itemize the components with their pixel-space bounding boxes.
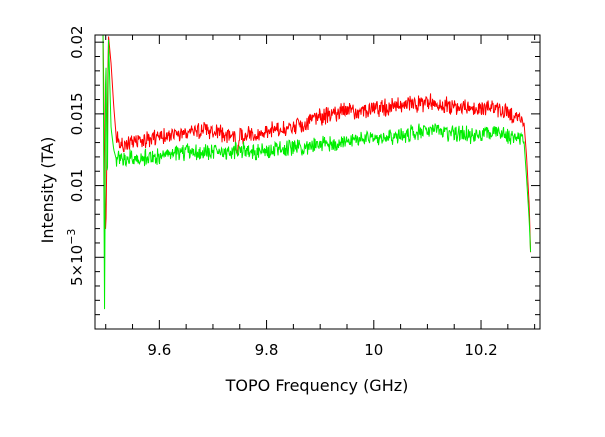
x-tick-label: 10.2 xyxy=(464,341,497,359)
y-tick-label: 0.015 xyxy=(68,92,86,135)
y-tick-label-sci: 5×10−3 xyxy=(65,229,86,286)
x-tick-labels: 9.6 9.8 10 10.2 xyxy=(147,341,497,359)
x-tick-label: 10 xyxy=(364,341,383,359)
x-tick-label: 9.6 xyxy=(147,341,171,359)
y-tick-labels: 5×10−3 0.01 0.015 0.02 xyxy=(65,25,86,286)
y-tick-label-exponent: −3 xyxy=(65,229,78,245)
x-tick-label: 9.8 xyxy=(255,341,279,359)
y-tick-label: 0.02 xyxy=(68,25,86,58)
series-line-red xyxy=(102,34,532,253)
plot-frame xyxy=(94,34,541,330)
y-axis-title: Intensity (TA) xyxy=(38,137,57,244)
series-line-green xyxy=(102,34,532,310)
y-tick-label-base: 5×10 xyxy=(68,245,86,286)
y-tick-label: 0.01 xyxy=(68,169,86,202)
x-axis-title: TOPO Frequency (GHz) xyxy=(225,376,409,395)
series-layer xyxy=(102,34,532,310)
